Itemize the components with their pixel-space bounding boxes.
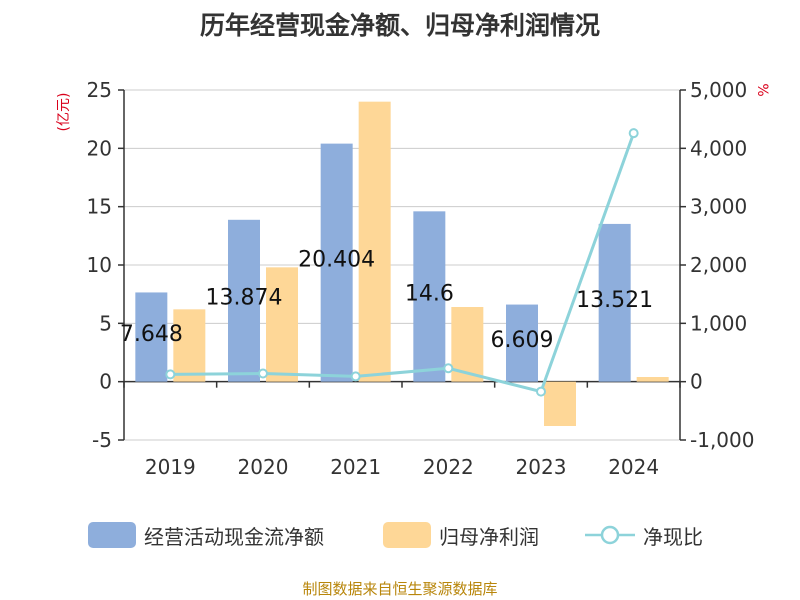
cash-data-label: 13.521: [576, 288, 653, 313]
ratio-point: [258, 368, 268, 379]
left-tick-label: 10: [87, 253, 112, 277]
source-note: 制图数据来自恒生聚源数据库: [302, 580, 498, 598]
bar-cash: [506, 304, 538, 382]
cash-data-label: 20.404: [298, 248, 375, 273]
bar-profit: [266, 267, 298, 382]
bar-profit: [173, 309, 206, 382]
right-tick-label: 5,000: [690, 78, 747, 102]
x-tick-label: 2023: [516, 455, 567, 479]
cash-data-label: 14.6: [405, 282, 454, 307]
right-axis-unit: %: [754, 83, 770, 96]
legend: 经营活动现金流净额 归母净利润 净现比: [0, 515, 800, 555]
bar-cash: [598, 223, 631, 382]
right-tick-label: 1,000: [690, 311, 747, 335]
bar-profit: [358, 101, 391, 382]
ratio-line-path: [170, 132, 636, 394]
right-tick-label: 3,000: [690, 195, 747, 219]
bar-profit: [544, 381, 576, 426]
data-labels: 7.648 13.874 20.404 14.6 6.609 13.521: [120, 248, 653, 353]
ratio-point: [536, 386, 546, 397]
left-tick-label: 15: [87, 195, 112, 219]
cash-data-label: 13.874: [206, 286, 283, 311]
legend-label-cash: 经营活动现金流净额: [144, 524, 324, 549]
legend-item-cash[interactable]: 经营活动现金流净额: [88, 515, 324, 555]
left-axis-unit: (亿元): [56, 93, 72, 132]
right-tick-label: -1,000: [690, 428, 754, 452]
cash-data-label: 6.609: [491, 328, 554, 353]
legend-swatch-profit: [383, 522, 431, 548]
right-tick-label: 4,000: [690, 136, 747, 160]
ratio-point: [350, 371, 361, 382]
x-tick-label: 2020: [238, 455, 289, 479]
legend-item-ratio[interactable]: 净现比: [583, 515, 703, 555]
ratio-point: [628, 128, 639, 139]
chart-title: 历年经营现金净额、归母净利润情况: [199, 11, 600, 40]
x-tick-label: 2024: [608, 455, 659, 479]
right-tick-label: 0: [690, 370, 703, 394]
axes: -5 0 5 10 15 20 25 -1,000 0 1,000 2,000 3,000 4,000 5…: [87, 78, 755, 479]
right-tick-label: 2,000: [690, 253, 747, 277]
bar-cash: [135, 292, 168, 382]
bar-cash: [228, 219, 260, 382]
x-tick-label: 2021: [330, 455, 381, 479]
ratio-point: [443, 363, 454, 374]
legend-label-ratio: 净现比: [643, 524, 703, 549]
bar-cash: [320, 143, 353, 382]
left-tick-label: 25: [87, 78, 112, 102]
x-tick-label: 2022: [423, 455, 474, 479]
x-tick-label: 2019: [145, 455, 196, 479]
legend-swatch-ratio: [585, 525, 635, 545]
left-tick-label: 20: [87, 136, 112, 160]
ratio-point: [165, 369, 176, 380]
bar-profit: [636, 377, 669, 382]
left-tick-label: 0: [99, 370, 112, 394]
cash-data-label: 7.648: [120, 322, 183, 347]
legend-swatch-cash: [88, 522, 136, 548]
ratio-line: [165, 128, 639, 397]
bar-cash: [413, 211, 446, 382]
legend-label-profit: 归母净利润: [439, 524, 539, 549]
left-tick-label: 5: [99, 311, 112, 335]
bars: [135, 101, 669, 426]
legend-item-profit[interactable]: 归母净利润: [383, 515, 539, 555]
left-tick-label: -5: [92, 428, 112, 452]
